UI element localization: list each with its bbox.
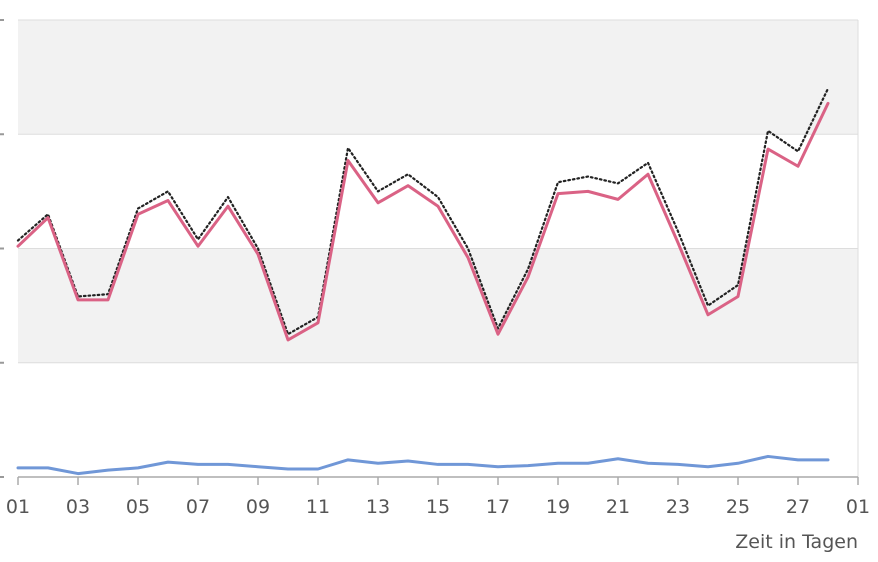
- x-tick-label: 03: [66, 496, 90, 518]
- series-line-1: [16, 101, 830, 342]
- x-tick-label: 27: [786, 496, 810, 518]
- series-lines: [16, 87, 830, 476]
- series-line-3: [16, 454, 830, 476]
- x-tick-label: 01: [846, 496, 870, 518]
- x-tick-label: 05: [126, 496, 150, 518]
- plot-band: [18, 134, 858, 249]
- x-tick-label: 01: [6, 496, 30, 518]
- plot-background-bands: [18, 20, 858, 477]
- x-tick-label: 17: [486, 496, 510, 518]
- x-tick-label: 23: [666, 496, 690, 518]
- x-tick-label: 07: [186, 496, 210, 518]
- plot-band: [18, 248, 858, 363]
- x-axis-title: Zeit in Tagen: [735, 531, 858, 553]
- x-tick-label: 21: [606, 496, 630, 518]
- plot-band: [18, 20, 858, 135]
- x-tick-label: 15: [426, 496, 450, 518]
- x-tick-label: 11: [306, 496, 330, 518]
- x-tick-label: 09: [246, 496, 270, 518]
- plot-band: [18, 362, 858, 477]
- x-tick-label: 13: [366, 496, 390, 518]
- x-tick-label: 19: [546, 496, 570, 518]
- series-line-2: [16, 87, 830, 336]
- x-tick-labels: 01 03 05 07 09 11 13 15 17 19 21 23 25 27 01: [6, 496, 870, 518]
- x-tick-label: 25: [726, 496, 750, 518]
- axes: [17, 476, 859, 485]
